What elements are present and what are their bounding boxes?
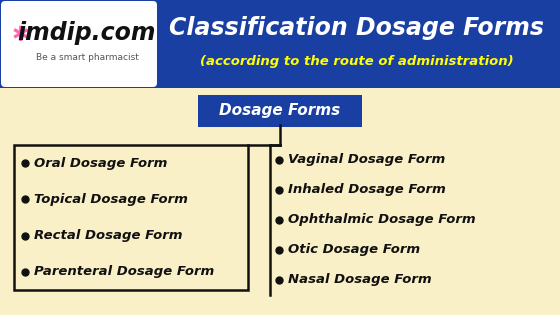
FancyBboxPatch shape [198,95,362,127]
Text: Classification Dosage Forms: Classification Dosage Forms [169,16,544,40]
Text: Be a smart pharmacist: Be a smart pharmacist [36,54,138,62]
Text: Otic Dosage Form: Otic Dosage Form [288,243,420,256]
Text: Oral Dosage Form: Oral Dosage Form [34,157,167,169]
Text: Rectal Dosage Form: Rectal Dosage Form [34,229,183,242]
Text: Topical Dosage Form: Topical Dosage Form [34,193,188,206]
FancyBboxPatch shape [1,1,157,87]
Text: Ophthalmic Dosage Form: Ophthalmic Dosage Form [288,214,475,226]
Text: Dosage Forms: Dosage Forms [220,104,340,118]
Text: imdip.com: imdip.com [18,21,156,45]
Text: Nasal Dosage Form: Nasal Dosage Form [288,273,432,287]
Bar [14,145,248,290]
Text: ✱: ✱ [11,25,29,45]
Text: Inhaled Dosage Form: Inhaled Dosage Form [288,184,446,197]
Text: Parenteral Dosage Form: Parenteral Dosage Form [34,265,214,278]
Text: Vaginal Dosage Form: Vaginal Dosage Form [288,153,445,167]
Text: (according to the route of administration): (according to the route of administratio… [200,55,514,68]
Bar [0,0,560,88]
